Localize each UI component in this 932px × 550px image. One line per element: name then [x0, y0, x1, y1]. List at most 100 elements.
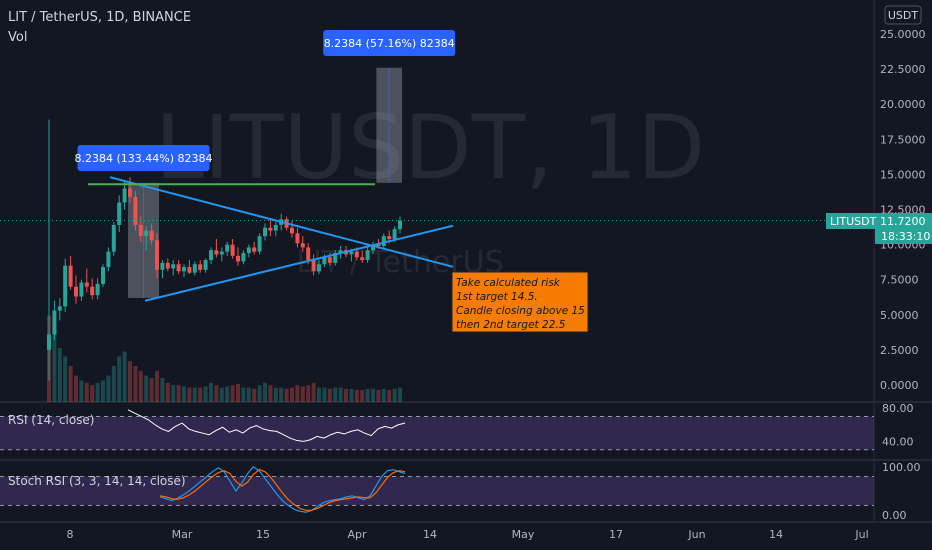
volume-bar — [57, 348, 62, 402]
time-tick-label: Apr — [347, 528, 367, 541]
note-box[interactable]: Take calculated risk 1st target 14.5. Ca… — [451, 271, 589, 333]
candle-body — [290, 227, 294, 234]
volume-bar — [349, 388, 354, 402]
time-tick-label: May — [512, 528, 535, 541]
volume-bar — [344, 388, 348, 402]
price-tag-symbol: LITUSDT — [830, 215, 877, 228]
candle-body — [236, 255, 240, 262]
price-tick-label: 15.0000 — [880, 168, 926, 181]
volume-bar — [333, 387, 338, 402]
candle-body — [133, 196, 138, 225]
candle-body — [101, 267, 105, 284]
price-tick-label: 0.0000 — [880, 379, 919, 392]
candle-body — [176, 264, 181, 272]
volume-bar — [354, 390, 359, 402]
price-tag-price: 11.7200 — [880, 215, 926, 228]
volume-bar — [165, 382, 170, 402]
volume-bar — [398, 387, 402, 402]
price-tag-countdown: 18:33:10 — [881, 230, 930, 243]
candle-body — [219, 251, 224, 255]
time-tick-label: 8 — [67, 528, 74, 541]
volume-bar — [90, 385, 95, 402]
volume-bar — [74, 375, 78, 402]
rsi-line: 80.00 40.00 — [127, 402, 914, 448]
price-tick-label: 5.0000 — [880, 309, 919, 322]
time-tick-label: Jul — [854, 528, 868, 541]
volume-bar — [122, 351, 127, 402]
candle-body — [257, 236, 262, 252]
candle-body — [371, 244, 375, 251]
candle-body — [392, 229, 397, 239]
candle-body — [47, 334, 51, 350]
time-tick-label: 14 — [423, 528, 437, 541]
candle-body — [268, 227, 273, 231]
volume-bar — [246, 387, 251, 402]
volume-bar — [106, 375, 111, 402]
stoch-tick-label: 100.00 — [882, 461, 921, 474]
watermark-main: LITUSDT, 1D — [155, 96, 705, 199]
volume-bar — [295, 385, 300, 402]
stoch-rsi-lines: 100.00 0.00 — [159, 461, 921, 522]
symbol-title[interactable]: LIT / TetherUS, 1D, BINANCE — [8, 10, 191, 25]
note-line-3: Candle closing above 15 — [456, 305, 585, 317]
volume-bar — [95, 382, 100, 402]
trendline-ascending — [144, 224, 454, 302]
candle-body — [241, 253, 246, 262]
candle-body — [398, 220, 402, 230]
currency-badge[interactable] — [884, 5, 922, 25]
volume-bar — [322, 387, 327, 402]
volume-bar — [198, 387, 203, 402]
candle-body — [322, 257, 327, 265]
candle-body — [122, 188, 127, 203]
candle-body — [57, 306, 62, 311]
candle-body — [74, 286, 78, 297]
rsi-tick-label: 80.00 — [882, 402, 914, 415]
volume-bar — [365, 388, 370, 402]
volume-bar — [155, 370, 159, 402]
measure-label-1[interactable]: 8.2384 (133.44%) 82384 — [75, 145, 213, 171]
price-tick-label: 2.5000 — [880, 344, 919, 357]
measure-label-2[interactable]: 8.2384 (57.16%) 82384 — [323, 30, 456, 56]
candle-body — [52, 310, 57, 335]
volume-bar — [203, 386, 208, 402]
time-tick-label: Mar — [172, 528, 193, 541]
price-axis[interactable] — [874, 0, 932, 550]
volume-bar — [381, 388, 386, 402]
stoch-rsi-label[interactable]: Stoch RSI (3, 3, 14, 14, close) — [8, 474, 186, 488]
candle-body — [203, 260, 208, 270]
rsi-label[interactable]: RSI (14, close) — [8, 413, 94, 427]
candle-body — [246, 247, 251, 254]
stoch-k-line — [159, 466, 406, 513]
measure-label-1-text: 8.2384 (133.44%) 82384 — [75, 152, 213, 165]
candle-body — [360, 257, 365, 261]
volume-bar — [387, 390, 392, 402]
candle-body — [165, 262, 170, 269]
volume-bar — [290, 387, 294, 402]
candle-body — [63, 265, 68, 307]
candle-body — [117, 202, 122, 225]
time-tick-label: Jun — [687, 528, 705, 541]
volume-bar — [327, 388, 332, 402]
price-tick-label: 7.5000 — [880, 274, 919, 287]
volume-bar — [360, 390, 365, 402]
stoch-tick-label: 0.00 — [882, 509, 907, 522]
volume-bar — [160, 378, 165, 402]
candle-body — [376, 244, 381, 247]
rsi-tick-label: 40.00 — [882, 435, 914, 448]
volume-bar — [236, 384, 240, 402]
volume-bar — [376, 390, 381, 402]
candle-body — [300, 243, 305, 248]
candle-body — [252, 247, 257, 252]
price-tick-label: 22.5000 — [880, 63, 926, 76]
measure-projections[interactable] — [128, 67, 402, 298]
note-line-1: Take calculated risk — [456, 277, 561, 289]
time-tick-label: 17 — [609, 528, 623, 541]
price-tag[interactable]: LITUSDT 11.7200 18:33:10 — [826, 213, 932, 244]
volume-label[interactable]: Vol — [8, 30, 27, 45]
candle-body — [317, 264, 321, 272]
candle-body — [138, 224, 143, 237]
trendlines[interactable] — [88, 176, 454, 302]
volume-bar — [68, 366, 73, 402]
volume-bar — [187, 387, 192, 402]
